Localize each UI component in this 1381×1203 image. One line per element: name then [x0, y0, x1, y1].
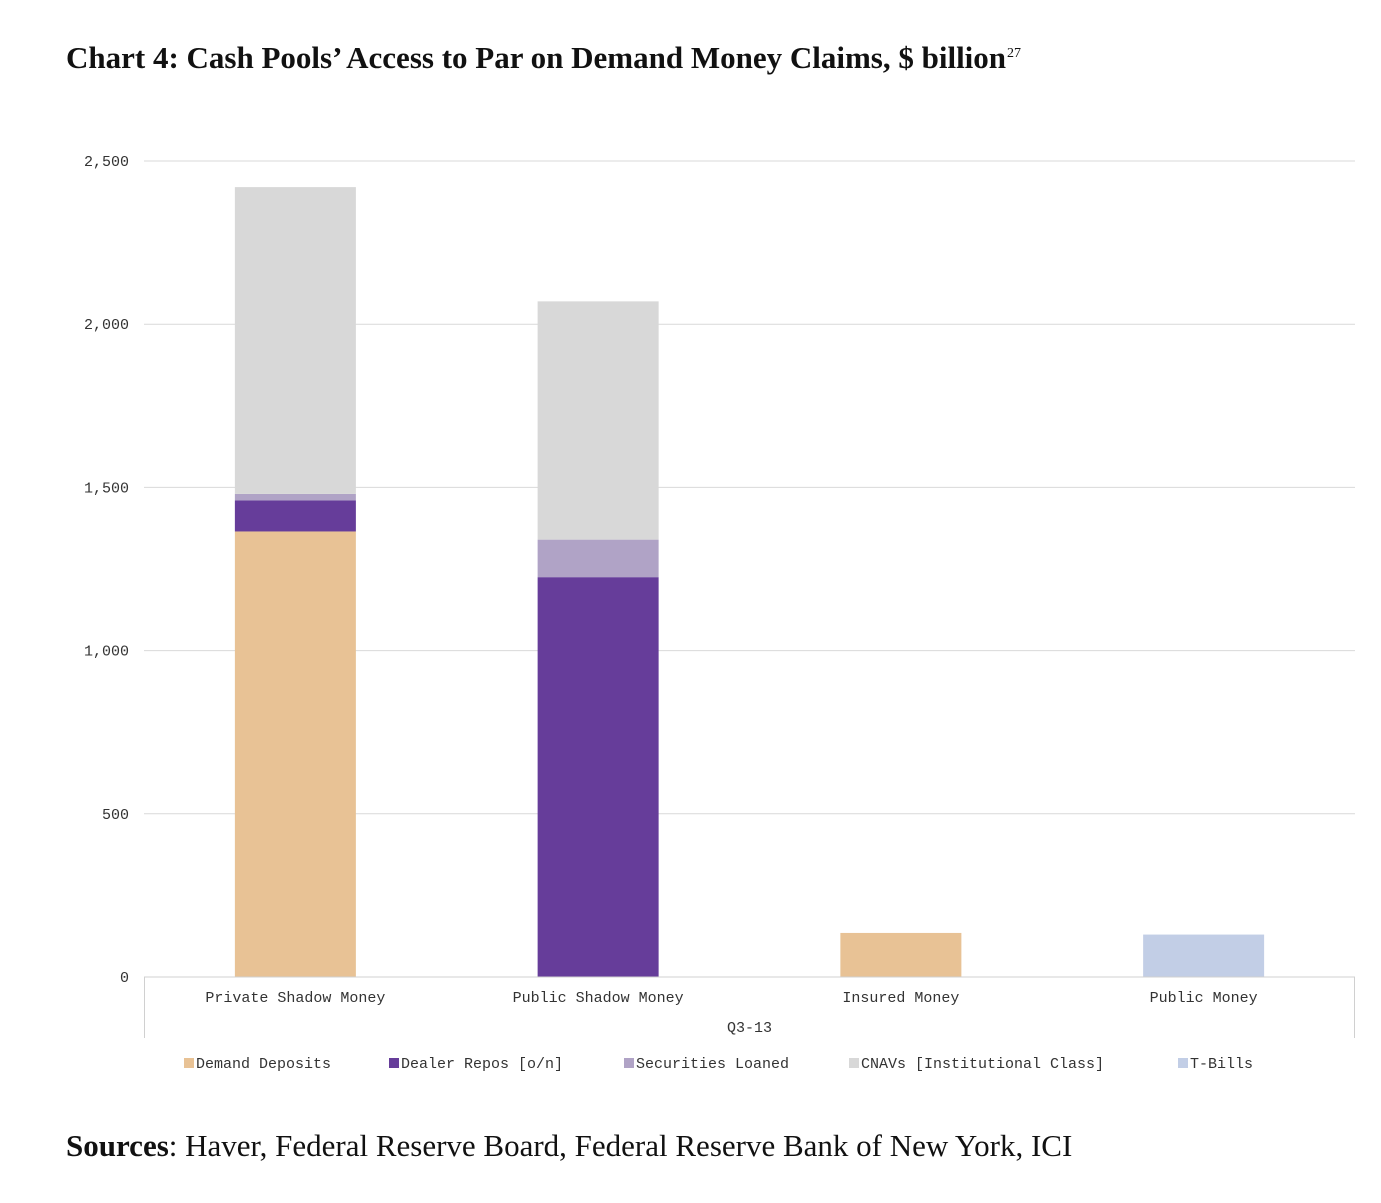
y-axis-tick-labels: 0 500 1,000 1,500 2,000 2,500 [84, 154, 129, 987]
y-tick-label: 2,000 [84, 317, 129, 334]
y-tick-label: 1,500 [84, 480, 129, 497]
bar-segment [1143, 934, 1265, 977]
legend-swatch [624, 1058, 634, 1068]
bar-segment [234, 531, 356, 977]
legend-label: Dealer Repos [o/n] [401, 1056, 563, 1073]
title-footnote: 27 [1007, 45, 1022, 61]
y-tick-label: 2,500 [84, 154, 129, 171]
legend-label: CNAVs [Institutional Class] [861, 1056, 1104, 1073]
x-category-label: Public Shadow Money [513, 990, 684, 1007]
x-category-label: Insured Money [842, 990, 959, 1007]
legend-label: T-Bills [1190, 1056, 1253, 1073]
legend: Demand Deposits Dealer Repos [o/n] Securit… [184, 1056, 1253, 1073]
legend-label: Demand Deposits [196, 1056, 331, 1073]
sources-label: Sources [66, 1128, 169, 1163]
bars [234, 187, 1265, 977]
bar-segment [537, 577, 659, 977]
legend-item: CNAVs [Institutional Class] [849, 1056, 1104, 1073]
legend-swatch [389, 1058, 399, 1068]
bar-segment [234, 500, 356, 532]
legend-item: Securities Loaned [624, 1056, 789, 1073]
chart-title: Chart 4: Cash Pools’ Access to Par on De… [66, 40, 1021, 76]
sources-note: Sources: Haver, Federal Reserve Board, F… [66, 1128, 1072, 1164]
x-group-label: Q3-13 [727, 1020, 772, 1037]
sources-text: : Haver, Federal Reserve Board, Federal … [168, 1128, 1073, 1163]
bar-segment [234, 187, 356, 494]
bar-segment [537, 301, 659, 540]
x-axis: Private Shadow Money Public Shadow Money I… [144, 976, 1355, 1038]
y-tick-label: 500 [102, 807, 129, 824]
legend-item: Dealer Repos [o/n] [389, 1056, 563, 1073]
y-tick-label: 1,000 [84, 644, 129, 661]
x-category-label: Private Shadow Money [205, 990, 385, 1007]
bar-segment [234, 493, 356, 501]
y-tick-label: 0 [120, 970, 129, 987]
legend-label: Securities Loaned [636, 1056, 789, 1073]
chart-title-text: Chart 4: Cash Pools’ Access to Par on De… [66, 40, 1007, 75]
bar-segment [537, 539, 659, 578]
bar-segment [840, 932, 962, 977]
legend-swatch [184, 1058, 194, 1068]
legend-item: Demand Deposits [184, 1056, 331, 1073]
legend-swatch [1178, 1058, 1188, 1068]
legend-item: T-Bills [1178, 1056, 1253, 1073]
legend-swatch [849, 1058, 859, 1068]
x-category-label: Public Money [1150, 990, 1258, 1007]
